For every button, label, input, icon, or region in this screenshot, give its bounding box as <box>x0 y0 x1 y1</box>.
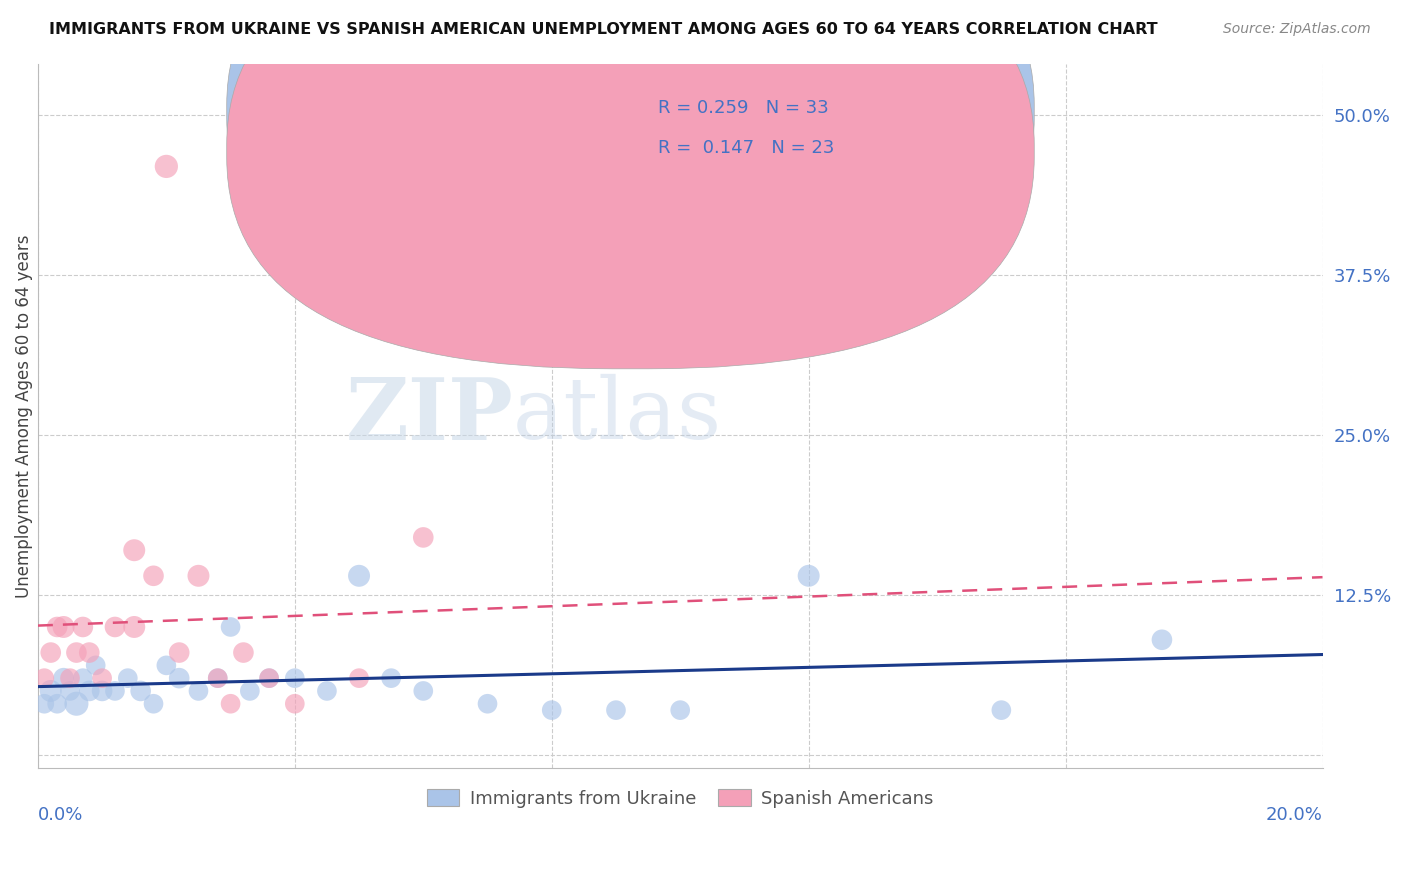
Y-axis label: Unemployment Among Ages 60 to 64 years: Unemployment Among Ages 60 to 64 years <box>15 234 32 598</box>
Point <box>187 684 209 698</box>
Point <box>155 160 177 174</box>
Point <box>284 697 307 711</box>
Point <box>65 646 87 660</box>
Point <box>316 684 339 698</box>
Text: IMMIGRANTS FROM UKRAINE VS SPANISH AMERICAN UNEMPLOYMENT AMONG AGES 60 TO 64 YEA: IMMIGRANTS FROM UKRAINE VS SPANISH AMERI… <box>49 22 1157 37</box>
Point <box>257 671 280 685</box>
Legend: Immigrants from Ukraine, Spanish Americans: Immigrants from Ukraine, Spanish America… <box>419 781 941 815</box>
Point <box>239 684 262 698</box>
Point <box>669 703 692 717</box>
Point <box>39 646 62 660</box>
Point <box>412 530 434 544</box>
Point <box>477 697 499 711</box>
Point <box>207 671 229 685</box>
Text: 0.0%: 0.0% <box>38 806 83 824</box>
Point <box>122 620 145 634</box>
Point <box>142 697 165 711</box>
Point <box>187 569 209 583</box>
Point <box>540 703 562 717</box>
FancyBboxPatch shape <box>226 0 1035 368</box>
Point <box>207 671 229 685</box>
Point <box>219 697 242 711</box>
Point <box>91 671 114 685</box>
Point <box>155 658 177 673</box>
Point <box>77 646 100 660</box>
Point <box>72 671 94 685</box>
Point <box>65 697 87 711</box>
Point <box>347 569 370 583</box>
Point <box>1150 632 1173 647</box>
Point <box>990 703 1012 717</box>
Text: R =  0.147   N = 23: R = 0.147 N = 23 <box>658 139 835 157</box>
Text: ZIP: ZIP <box>346 374 513 458</box>
Text: 20.0%: 20.0% <box>1265 806 1323 824</box>
FancyBboxPatch shape <box>226 0 1035 329</box>
Point <box>77 684 100 698</box>
Text: atlas: atlas <box>513 375 723 458</box>
Point <box>219 620 242 634</box>
Point <box>257 671 280 685</box>
Point <box>347 671 370 685</box>
Point <box>34 697 56 711</box>
Point <box>52 620 75 634</box>
Point <box>117 671 139 685</box>
Point <box>84 658 107 673</box>
Point <box>797 569 820 583</box>
Point <box>34 671 56 685</box>
Point <box>46 620 69 634</box>
Point <box>129 684 152 698</box>
Point <box>232 646 254 660</box>
Point <box>104 684 127 698</box>
FancyBboxPatch shape <box>596 85 981 166</box>
Point <box>412 684 434 698</box>
Point <box>91 684 114 698</box>
Text: Source: ZipAtlas.com: Source: ZipAtlas.com <box>1223 22 1371 37</box>
Point <box>605 703 627 717</box>
Point <box>167 671 190 685</box>
Point <box>104 620 127 634</box>
Point <box>39 684 62 698</box>
Point <box>52 671 75 685</box>
Point <box>72 620 94 634</box>
Point <box>167 646 190 660</box>
Point <box>59 684 82 698</box>
Point <box>122 543 145 558</box>
Point <box>59 671 82 685</box>
Point <box>284 671 307 685</box>
Text: R = 0.259   N = 33: R = 0.259 N = 33 <box>658 99 830 118</box>
Point <box>142 569 165 583</box>
Point <box>46 697 69 711</box>
Point <box>380 671 402 685</box>
